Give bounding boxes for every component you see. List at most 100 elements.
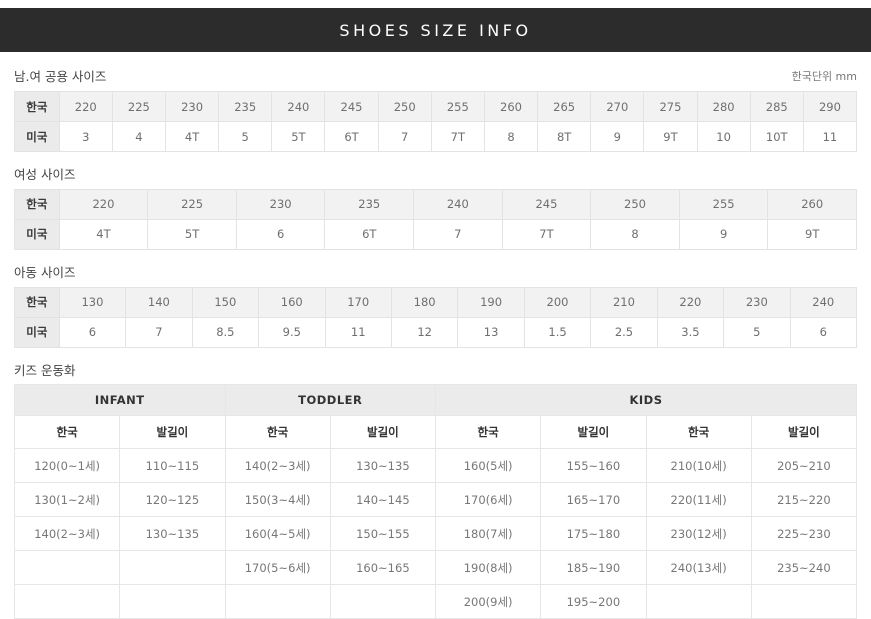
kids-section-title: 키즈 운동화 [14, 364, 75, 378]
kids-size-cell: 200(9세) [436, 585, 541, 619]
size-cell: 140 [126, 287, 192, 317]
size-cell: 10 [697, 122, 750, 152]
section-title: 남.여 공용 사이즈 [14, 70, 106, 84]
size-cell: 6 [59, 317, 125, 347]
size-cell: 9 [679, 219, 768, 249]
kids-group-header: KIDS [436, 385, 857, 416]
kids-size-cell: 120(0~1세) [15, 449, 120, 483]
kids-size-cell [330, 585, 435, 619]
kids-size-cell [225, 585, 330, 619]
size-cell: 2.5 [591, 317, 657, 347]
size-cell: 225 [148, 189, 237, 219]
page-title-bar: SHOES SIZE INFO [0, 8, 871, 52]
kids-size-cell: 150(3~4세) [225, 483, 330, 517]
size-cell: 9 [591, 122, 644, 152]
row-label: 한국 [15, 92, 60, 122]
size-cell: 5 [219, 122, 272, 152]
size-cell: 9.5 [259, 317, 325, 347]
size-cell: 245 [325, 92, 378, 122]
table-row: 200(9세)195~200 [15, 585, 857, 619]
kids-subheader-cell: 발길이 [541, 416, 646, 449]
kids-size-cell: 205~210 [751, 449, 856, 483]
size-cell: 230 [724, 287, 790, 317]
size-cell: 6 [236, 219, 325, 249]
row-label: 미국 [15, 317, 60, 347]
kids-size-cell: 130(1~2세) [15, 483, 120, 517]
size-cell: 11 [803, 122, 856, 152]
size-cell: 290 [803, 92, 856, 122]
kids-size-cell: 185~190 [541, 551, 646, 585]
kids-size-cell: 140~145 [330, 483, 435, 517]
size-cell: 160 [259, 287, 325, 317]
kids-size-cell: 230(12세) [646, 517, 751, 551]
section-head: 아동 사이즈 [14, 266, 857, 280]
size-cell: 180 [391, 287, 457, 317]
size-cell: 245 [502, 189, 591, 219]
kids-size-cell: 155~160 [541, 449, 646, 483]
kids-size-cell: 140(2~3세) [225, 449, 330, 483]
kids-size-cell: 160(5세) [436, 449, 541, 483]
size-cell: 255 [431, 92, 484, 122]
size-cell: 10T [750, 122, 803, 152]
kids-size-cell: 240(13세) [646, 551, 751, 585]
size-cell: 9T [644, 122, 697, 152]
size-cell: 3.5 [657, 317, 723, 347]
size-cell: 130 [59, 287, 125, 317]
section-head: 여성 사이즈 [14, 168, 857, 182]
kids-group-header: TODDLER [225, 385, 436, 416]
kids-size-cell [120, 551, 225, 585]
size-cell: 6T [325, 122, 378, 152]
kids-subheader-cell: 발길이 [120, 416, 225, 449]
kids-size-cell [120, 585, 225, 619]
size-cell: 255 [679, 189, 768, 219]
row-label: 미국 [15, 122, 60, 152]
kids-size-cell: 175~180 [541, 517, 646, 551]
kids-size-cell [646, 585, 751, 619]
size-cell: 220 [657, 287, 723, 317]
size-cell: 5T [272, 122, 325, 152]
size-cell: 260 [768, 189, 857, 219]
size-cell: 210 [591, 287, 657, 317]
size-cell: 250 [378, 92, 431, 122]
size-cell: 7 [414, 219, 503, 249]
kids-size-cell: 225~230 [751, 517, 856, 551]
size-cell: 4 [112, 122, 165, 152]
kids-size-cell: 160(4~5세) [225, 517, 330, 551]
kids-size-cell: 110~115 [120, 449, 225, 483]
size-cell: 8 [484, 122, 537, 152]
kids-subheader-cell: 한국 [15, 416, 120, 449]
kids-size-cell: 130~135 [120, 517, 225, 551]
size-cell: 275 [644, 92, 697, 122]
row-label: 한국 [15, 189, 60, 219]
size-cell: 4T [59, 219, 148, 249]
size-cell: 170 [325, 287, 391, 317]
kids-size-cell: 210(10세) [646, 449, 751, 483]
kids-size-cell [15, 551, 120, 585]
section-title: 여성 사이즈 [14, 168, 75, 182]
size-cell: 260 [484, 92, 537, 122]
size-cell: 270 [591, 92, 644, 122]
section-title: 아동 사이즈 [14, 266, 75, 280]
kids-size-cell: 235~240 [751, 551, 856, 585]
size-cell: 7 [378, 122, 431, 152]
row-label: 미국 [15, 219, 60, 249]
kids-size-cell: 215~220 [751, 483, 856, 517]
size-cell: 6 [790, 317, 856, 347]
size-cell: 225 [112, 92, 165, 122]
kids-size-cell: 190(8세) [436, 551, 541, 585]
size-cell: 230 [236, 189, 325, 219]
size-cell: 1.5 [524, 317, 590, 347]
